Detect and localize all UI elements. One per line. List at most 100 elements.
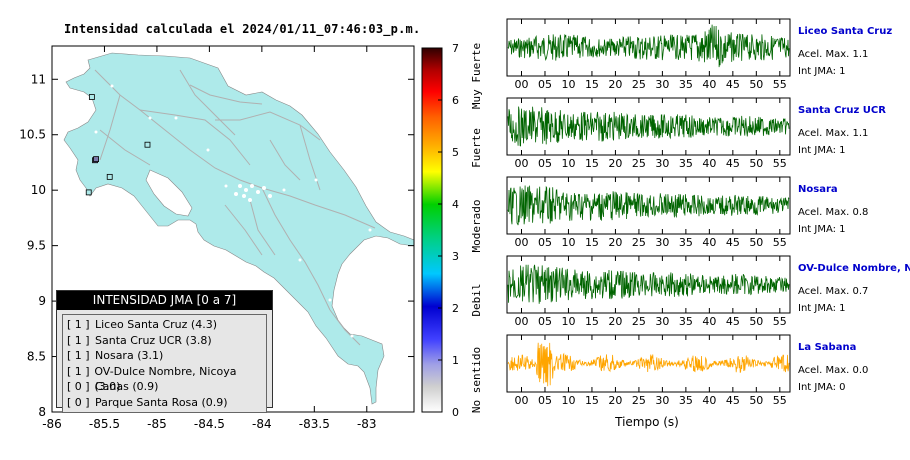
time-tick-label: 10 xyxy=(561,394,575,407)
time-tick-label: 35 xyxy=(679,157,693,170)
y-tick-label: 11 xyxy=(31,72,46,86)
station-name: OV-Dulce Nombre, Nicoya xyxy=(798,263,910,274)
time-tick-label: 10 xyxy=(561,78,575,91)
time-tick-label: 55 xyxy=(773,157,787,170)
station-name: Nosara xyxy=(798,184,838,195)
max-acceleration: Acel. Max. 1.1 xyxy=(798,128,868,139)
legend-item: [ 1 ] Santa Cruz UCR (3.8) xyxy=(67,333,212,347)
time-tick-label: 45 xyxy=(726,157,740,170)
colorbar-tick-label: 4 xyxy=(452,198,459,211)
time-tick-label: 10 xyxy=(561,236,575,249)
time-tick-label: 45 xyxy=(726,236,740,249)
jma-intensity: Int JMA: 0 xyxy=(798,382,846,393)
map-y-axis: 11 10.5 10 9.5 9 8.5 8 xyxy=(19,72,414,419)
time-tick-label: 20 xyxy=(608,394,622,407)
city-points xyxy=(94,84,372,338)
legend-title: INTENSIDAD JMA [0 a 7] xyxy=(57,291,272,310)
legend-item: [ 1 ] Nosara (3.1) xyxy=(67,349,164,362)
time-tick-label: 25 xyxy=(632,394,646,407)
time-tick-label: 25 xyxy=(632,157,646,170)
station-marker xyxy=(144,141,151,148)
time-tick-label: 45 xyxy=(726,394,740,407)
time-tick-label: 45 xyxy=(726,315,740,328)
time-tick-label: 25 xyxy=(632,78,646,91)
colorbar-category-label: No sentido xyxy=(470,347,483,413)
time-tick-label: 15 xyxy=(585,236,599,249)
trace-panel: 00 05 10 15 20 25 30 35 40 45 50 55 Liceo Santa Cruz… xyxy=(506,18,892,91)
time-tick-label: 15 xyxy=(585,157,599,170)
jma-intensity: Int JMA: 1 xyxy=(798,224,846,235)
time-tick-label: 35 xyxy=(679,315,693,328)
legend-item: [ 1 ] Liceo Santa Cruz (4.3) xyxy=(67,318,217,331)
time-tick-label: 05 xyxy=(538,78,552,91)
time-tick-label: 50 xyxy=(749,394,763,407)
time-tick-label: 25 xyxy=(632,315,646,328)
trace-panel: 00 05 10 15 20 25 30 35 40 45 50 55 OV-Dulce Nombre,… xyxy=(506,255,910,328)
time-tick-label: 25 xyxy=(632,236,646,249)
x-tick-label: -84 xyxy=(252,417,272,431)
colorbar-tick-label: 1 xyxy=(452,354,459,367)
x-tick-label: -85 xyxy=(147,417,167,431)
y-tick-label: 10 xyxy=(31,183,46,197)
legend-item: [ 1 ] OV-Dulce Nombre, Nicoya (3.0) xyxy=(67,364,237,394)
legend-items: [ 1 ] Liceo Santa Cruz (4.3) [ 1 ] Santa C… xyxy=(62,314,267,413)
jma-intensity: Int JMA: 1 xyxy=(798,66,846,77)
time-tick-label: 40 xyxy=(702,157,716,170)
colorbar-tick-label: 5 xyxy=(452,146,459,159)
time-tick-label: 55 xyxy=(773,315,787,328)
max-acceleration: Acel. Max. 0.7 xyxy=(798,286,868,297)
jma-intensity: Int JMA: 1 xyxy=(798,303,846,314)
trace-panel: 00 05 10 15 20 25 30 35 40 45 50 55 La Sabana Acel. M… xyxy=(506,334,868,407)
y-tick-label: 8.5 xyxy=(27,350,46,364)
road-network xyxy=(94,69,376,346)
station-marker xyxy=(106,173,113,180)
time-tick-label: 30 xyxy=(655,315,669,328)
time-tick-label: 05 xyxy=(538,157,552,170)
time-tick-label: 50 xyxy=(749,157,763,170)
y-tick-label: 10.5 xyxy=(19,128,46,142)
legend-item: [ 0 ] Canas (0.9) xyxy=(67,380,159,393)
time-tick-label: 20 xyxy=(608,315,622,328)
waveform-line xyxy=(507,106,790,147)
time-tick-label: 05 xyxy=(538,394,552,407)
max-acceleration: Acel. Max. 1.1 xyxy=(798,49,868,60)
legend-item: [ 0 ] Parque Santa Rosa (0.9) xyxy=(67,395,228,409)
trace-panel: 00 05 10 15 20 25 30 35 40 45 50 55 Santa Cruz UCR Ac… xyxy=(506,97,886,170)
station-markers xyxy=(85,94,151,196)
station-marker xyxy=(88,94,95,100)
colorbar-category-label: Debil xyxy=(470,283,483,316)
waveform-line xyxy=(507,264,790,304)
gulf-of-nicoya xyxy=(145,169,193,217)
time-tick-label: 50 xyxy=(749,315,763,328)
time-tick-label: 20 xyxy=(608,157,622,170)
time-tick-label: 05 xyxy=(538,236,552,249)
max-acceleration: Acel. Max. 0.0 xyxy=(798,365,868,376)
time-tick-label: 35 xyxy=(679,236,693,249)
costa-rica-landmass xyxy=(63,52,414,405)
time-axis-label: Tiempo (s) xyxy=(614,415,679,429)
intensity-colorbar: 7 6 5 4 3 2 1 0 Muy Fuerte Fuerte Moderado Debil No… xyxy=(421,42,483,419)
time-tick-label: 55 xyxy=(773,78,787,91)
time-tick-label: 00 xyxy=(515,236,529,249)
colorbar-category-label: Fuerte xyxy=(470,128,483,168)
time-tick-label: 40 xyxy=(702,236,716,249)
station-name: Liceo Santa Cruz xyxy=(798,26,892,37)
time-tick-label: 20 xyxy=(608,78,622,91)
time-tick-label: 00 xyxy=(515,315,529,328)
time-tick-label: 10 xyxy=(561,157,575,170)
time-tick-label: 50 xyxy=(749,78,763,91)
station-marker xyxy=(85,189,92,196)
y-tick-label: 8 xyxy=(38,405,46,419)
colorbar-tick-label: 2 xyxy=(452,302,459,315)
y-tick-label: 9 xyxy=(38,294,46,308)
time-tick-label: 00 xyxy=(515,394,529,407)
time-tick-label: 50 xyxy=(749,236,763,249)
trace-panel: 00 05 10 15 20 25 30 35 40 45 50 55 Nosara Acel. Max.… xyxy=(506,176,868,249)
jma-intensity: Int JMA: 1 xyxy=(798,145,846,156)
time-tick-label: 30 xyxy=(655,236,669,249)
x-tick-label: -83 xyxy=(357,417,377,431)
time-tick-label: 35 xyxy=(679,78,693,91)
time-tick-label: 55 xyxy=(773,236,787,249)
time-tick-label: 05 xyxy=(538,315,552,328)
